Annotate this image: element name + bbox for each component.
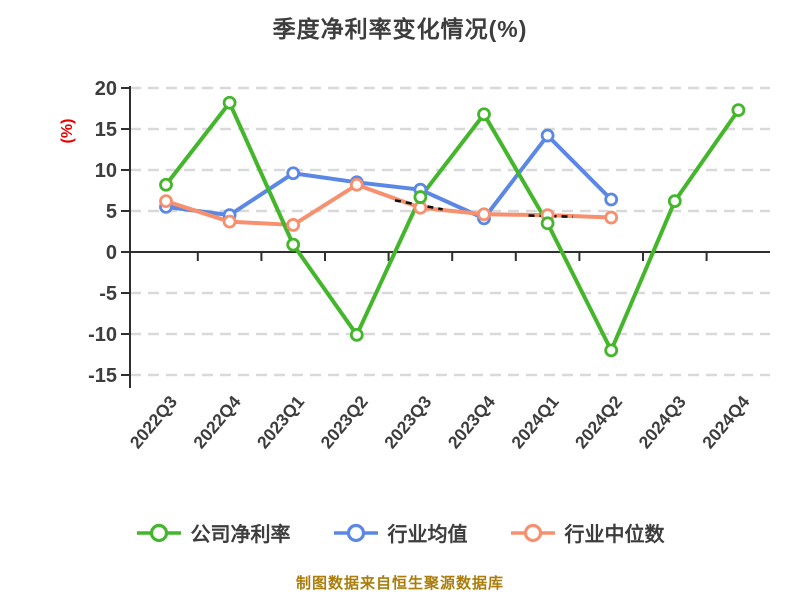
chart-legend: 公司净利率 行业均值 行业中位数 bbox=[0, 518, 800, 547]
data-point-company-net-margin bbox=[667, 194, 682, 209]
data-point-company-net-margin bbox=[286, 237, 301, 252]
x-tick-label: 2024Q4 bbox=[698, 392, 754, 453]
data-point-company-net-margin bbox=[731, 103, 746, 118]
y-tick-label: 5 bbox=[106, 201, 117, 223]
x-tick-label: 2022Q3 bbox=[126, 392, 182, 453]
legend-marker-icon-industry-median bbox=[510, 523, 555, 542]
x-tick-label: 2023Q2 bbox=[317, 392, 373, 453]
legend-item-industry-mean: 行业均值 bbox=[333, 518, 468, 547]
x-tick-label: 2024Q2 bbox=[571, 392, 627, 453]
y-tick-label: 15 bbox=[95, 119, 117, 141]
data-point-company-net-margin bbox=[477, 107, 491, 122]
x-tick-label: 2023Q4 bbox=[444, 392, 500, 453]
legend-marker-icon-industry-mean bbox=[333, 523, 378, 542]
y-tick-label: -15 bbox=[88, 365, 117, 387]
data-point-industry-median bbox=[477, 207, 491, 222]
legend-label: 公司净利率 bbox=[190, 524, 291, 546]
data-point-company-net-margin bbox=[159, 177, 173, 192]
data-point-company-net-margin bbox=[413, 190, 428, 204]
data-point-industry-median bbox=[222, 214, 237, 229]
x-tick-label: 2024Q3 bbox=[635, 392, 691, 453]
data-point-company-net-margin bbox=[349, 327, 364, 342]
x-tick-label: 2022Q4 bbox=[189, 392, 245, 453]
series-line-industry-median bbox=[164, 182, 614, 227]
legend-marker-icon-company-net-margin bbox=[136, 523, 181, 542]
legend-item-industry-median: 行业中位数 bbox=[510, 518, 665, 547]
data-point-company-net-margin bbox=[540, 216, 555, 231]
series-line-industry-mean bbox=[164, 133, 614, 221]
x-tick-label: 2023Q3 bbox=[380, 392, 436, 453]
data-point-industry-mean bbox=[286, 166, 301, 181]
data-point-industry-mean bbox=[604, 192, 619, 207]
data-point-company-net-margin bbox=[222, 95, 237, 110]
y-tick-label: 0 bbox=[106, 242, 117, 264]
chart-title: 季度净利率变化情况(%) bbox=[272, 16, 528, 42]
y-tick-label: 10 bbox=[95, 160, 117, 182]
data-point-industry-mean bbox=[540, 128, 555, 143]
legend-label: 行业均值 bbox=[387, 524, 468, 546]
x-tick-label: 2023Q1 bbox=[253, 392, 309, 453]
y-tick-label: -10 bbox=[88, 324, 117, 346]
legend-label: 行业中位数 bbox=[564, 524, 665, 546]
legend-item-company-net-margin: 公司净利率 bbox=[136, 518, 291, 547]
data-source-note: 制图数据来自恒生聚源数据库 bbox=[295, 575, 504, 592]
y-tick-label: -5 bbox=[99, 283, 117, 305]
data-point-industry-median bbox=[349, 177, 364, 192]
x-tick-label: 2024Q1 bbox=[507, 392, 563, 453]
data-point-industry-median bbox=[604, 210, 619, 225]
data-point-industry-median bbox=[286, 218, 301, 232]
y-tick-label: 20 bbox=[95, 78, 117, 100]
series-line-company-net-margin bbox=[164, 100, 741, 353]
data-point-industry-median bbox=[159, 194, 173, 209]
y-axis-unit-label: (%) bbox=[59, 119, 76, 144]
data-point-company-net-margin bbox=[604, 343, 619, 358]
